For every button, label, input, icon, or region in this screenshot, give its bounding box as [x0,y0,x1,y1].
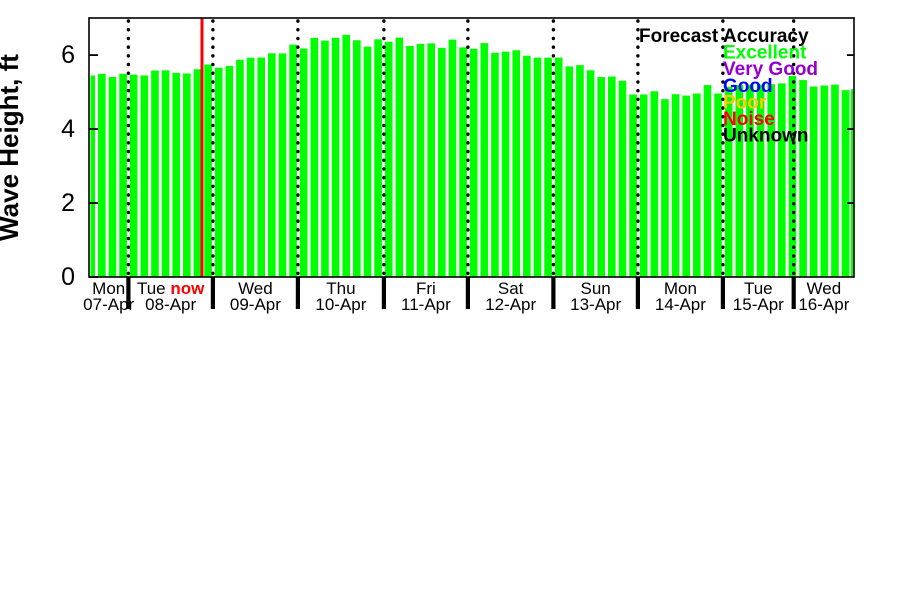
svg-text:10-Apr: 10-Apr [315,295,366,314]
svg-text:Unknown: Unknown [723,126,809,147]
svg-text:16-Apr: 16-Apr [798,295,849,314]
svg-text:Forecast: Forecast [639,26,719,47]
svg-text:15-Apr: 15-Apr [733,295,784,314]
svg-text:0: 0 [61,263,75,291]
svg-text:12-Apr: 12-Apr [485,295,536,314]
svg-text:Wave Height, ft: Wave Height, ft [0,54,24,241]
svg-text:4: 4 [61,115,75,143]
svg-text:07-Apr: 07-Apr [83,295,134,314]
svg-text:13-Apr: 13-Apr [570,295,621,314]
svg-text:6: 6 [61,41,75,69]
svg-text:09-Apr: 09-Apr [230,295,281,314]
svg-text:11-Apr: 11-Apr [401,295,451,314]
svg-text:14-Apr: 14-Apr [655,295,706,314]
svg-text:08-Apr: 08-Apr [145,295,196,314]
svg-text:2: 2 [61,189,75,217]
